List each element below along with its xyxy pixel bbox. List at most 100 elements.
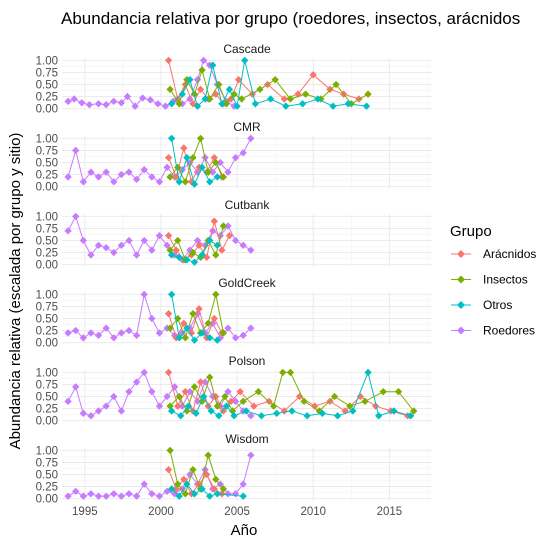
data-point (206, 178, 214, 186)
data-point (210, 485, 218, 493)
data-point (70, 95, 78, 103)
data-point (199, 392, 208, 401)
data-point (231, 334, 240, 342)
strip-label: Cutbank (225, 198, 271, 212)
data-point (181, 334, 190, 342)
legend: Grupo Arácnidos Insectos Otros Roedores (450, 223, 536, 338)
data-point (164, 368, 173, 377)
data-point (212, 475, 220, 483)
data-point (326, 85, 334, 93)
data-point (257, 412, 266, 420)
data-point (204, 451, 212, 459)
data-point (186, 76, 194, 84)
data-point (163, 241, 171, 249)
data-point (218, 100, 226, 108)
series-line (168, 60, 360, 105)
y-axis-title: Abundancia relativa (escalada por grupo … (7, 133, 24, 450)
data-point (148, 388, 156, 396)
data-point (154, 100, 162, 108)
data-point (167, 100, 176, 108)
data-point (155, 178, 164, 186)
facet-panel-polson: Polson 0.000.250.500.751.00 (36, 354, 432, 428)
data-point (146, 96, 154, 104)
data-point (164, 56, 173, 65)
data-point (362, 102, 371, 110)
data-point (190, 258, 199, 266)
y-tick-label: 0.50 (36, 236, 58, 248)
data-point (318, 409, 327, 418)
data-point (183, 256, 191, 264)
data-point (140, 368, 148, 377)
data-point (117, 492, 126, 500)
data-point (164, 154, 173, 162)
data-point (175, 334, 183, 342)
data-point (125, 236, 133, 245)
y-tick-label: 0.25 (36, 482, 58, 494)
data-point (239, 492, 247, 500)
data-point (117, 170, 126, 179)
data-point (110, 490, 118, 498)
data-point (247, 412, 255, 420)
data-point (155, 232, 164, 240)
data-point (303, 412, 311, 420)
series-Otros (167, 290, 221, 344)
data-point (213, 241, 221, 249)
data-point (132, 251, 141, 259)
y-tick-label: 0.50 (36, 314, 58, 326)
data-point (234, 76, 243, 84)
data-point (233, 102, 241, 110)
legend-key-point (457, 326, 465, 335)
data-point (332, 80, 340, 89)
y-tick-label: 0.50 (36, 392, 58, 404)
y-tick-label: 0.25 (36, 92, 58, 104)
data-point (198, 485, 206, 493)
data-point (79, 178, 87, 186)
data-point (175, 492, 183, 500)
data-point (148, 490, 156, 498)
data-point (87, 490, 95, 498)
legend-entry: Roedores (451, 324, 535, 338)
y-tick-label: 0.75 (36, 145, 58, 157)
y-tick-label: 0.00 (36, 494, 58, 506)
data-point (230, 412, 238, 420)
data-point (364, 90, 372, 98)
data-point (273, 409, 281, 418)
data-point (254, 388, 263, 396)
data-point (202, 470, 211, 479)
data-point (79, 492, 87, 500)
series-Otros (167, 56, 371, 110)
series-line (169, 371, 415, 413)
data-point (180, 144, 188, 152)
data-point (87, 168, 95, 176)
facet-panels: Cascade0.000.250.500.751.00CMR0.000.250.… (36, 42, 432, 506)
y-tick-label: 1.00 (36, 445, 58, 457)
data-point (94, 100, 103, 108)
legend-title: Grupo (450, 223, 492, 240)
series-line (171, 60, 367, 108)
data-point (132, 492, 141, 500)
data-point (181, 490, 190, 498)
series-Roedores (64, 451, 255, 500)
data-point (206, 492, 214, 500)
data-point (72, 383, 80, 391)
data-point (239, 331, 247, 340)
series-Roedores (64, 212, 255, 264)
data-point (225, 85, 234, 93)
data-point (199, 56, 208, 65)
y-tick-label: 0.25 (36, 326, 58, 338)
data-point (79, 236, 87, 245)
y-tick-label: 1.00 (36, 367, 58, 379)
data-point (79, 334, 87, 342)
data-point (102, 492, 110, 500)
data-point (206, 334, 214, 342)
data-point (190, 383, 199, 391)
data-point (237, 95, 246, 103)
data-point (239, 397, 247, 405)
data-point (64, 97, 72, 106)
data-point (78, 99, 86, 107)
series-Otros (167, 236, 221, 266)
y-tick-label: 0.00 (36, 260, 58, 272)
data-point (198, 329, 206, 337)
data-point (213, 336, 221, 344)
